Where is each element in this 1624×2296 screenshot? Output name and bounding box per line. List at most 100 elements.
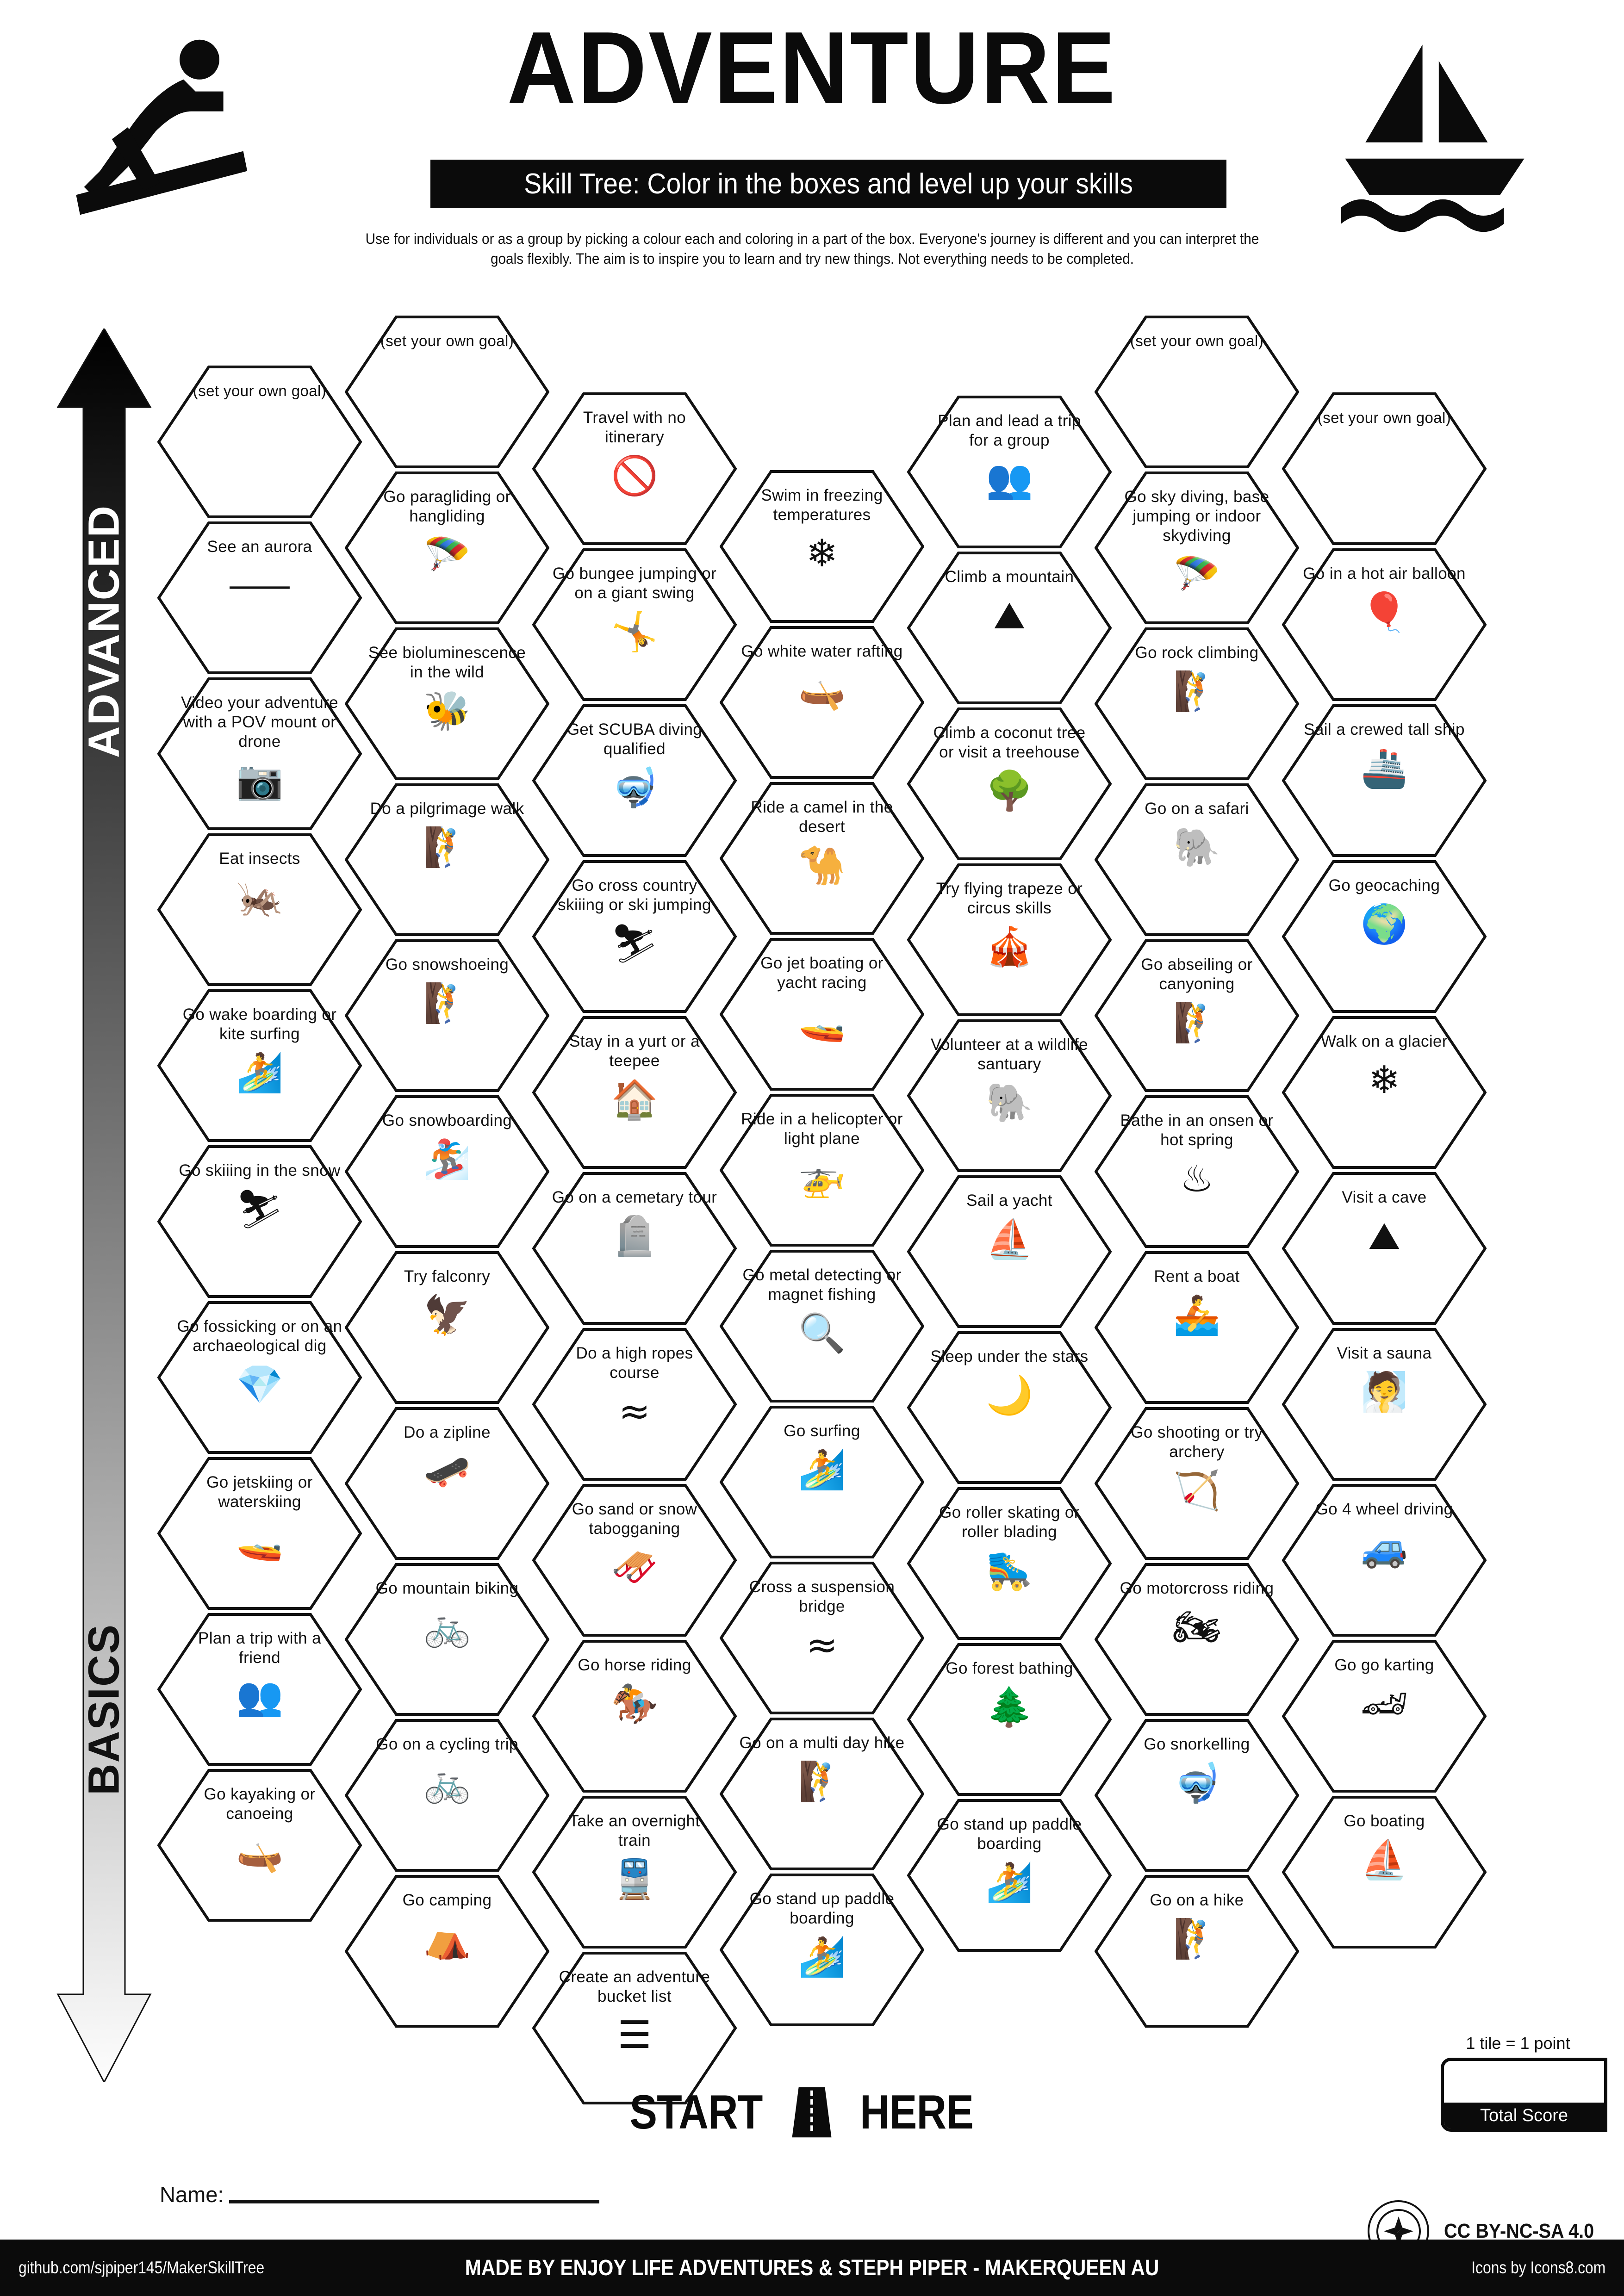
skill-tile[interactable]: Go go karting 🏎	[1282, 1640, 1487, 1793]
skill-tile[interactable]: Go bungee jumping or on a giant swing 🤸	[532, 548, 737, 701]
skill-tile[interactable]: (set your own goal)	[1282, 392, 1487, 545]
skill-tile[interactable]: Go on a safari 🐘	[1095, 783, 1299, 936]
skill-tile[interactable]: Go forest bathing 🌲	[907, 1643, 1112, 1796]
skill-tile[interactable]: Sleep under the stars 🌙	[907, 1331, 1112, 1484]
skill-tile[interactable]: Walk on a glacier ❄	[1282, 1016, 1487, 1169]
skill-tile-body: Ride a camel in the desert 🐪	[720, 782, 924, 935]
hexagon-outline	[345, 1563, 549, 1716]
skill-tile[interactable]: Go abseiling or canyoning 🧗	[1095, 939, 1299, 1092]
skill-tile[interactable]: Do a zipline 🛹	[345, 1407, 549, 1560]
skill-tile[interactable]: Ride a camel in the desert 🐪	[720, 782, 924, 935]
backpacker-icon: 🧗	[798, 1760, 846, 1804]
skill-tile[interactable]: Go white water rafting 🛶	[720, 626, 924, 779]
skill-tile[interactable]: Plan and lead a trip for a group 👥	[907, 396, 1112, 548]
skill-tile[interactable]: Go 4 wheel driving 🚙	[1282, 1484, 1487, 1637]
skill-tile[interactable]: Go cross country skiiing or ski jumping ⛷	[532, 860, 737, 1013]
skill-tile[interactable]: Go on a cycling trip 🚲	[345, 1719, 549, 1872]
skill-tile[interactable]: Go sand or snow tabogganing 🛷	[532, 1484, 737, 1637]
skill-tile[interactable]: Take an overnight train 🚆	[532, 1796, 737, 1948]
tent-icon: ⛺	[423, 1917, 471, 1961]
skill-tile[interactable]: (set your own goal)	[157, 366, 362, 518]
firefly-icon: 🐝	[423, 689, 471, 733]
skill-tile[interactable]: Go snowshoeing 🧗	[345, 939, 549, 1092]
skill-tile-label: Climb a coconut tree or visit a treehous…	[933, 724, 1086, 761]
skier-icon	[60, 28, 259, 227]
climber-icon: 🧗	[1173, 670, 1221, 714]
skill-tile-label: Go metal detecting or magnet fishing	[742, 1266, 902, 1303]
skill-tile[interactable]: Go rock climbing 🧗	[1095, 627, 1299, 780]
skill-tile-label: Ride in a helicopter or light plane	[741, 1110, 903, 1148]
skill-tile[interactable]: Video your adventure with a POV mount or…	[157, 677, 362, 830]
skill-tile[interactable]: Go in a hot air balloon 🎈	[1282, 548, 1487, 701]
skill-tile-label: Go on a safari	[1145, 800, 1249, 818]
skill-tile[interactable]: Bathe in an onsen or hot spring ♨	[1095, 1095, 1299, 1248]
skill-tile[interactable]: Sail a yacht ⛵	[907, 1175, 1112, 1328]
skill-tile[interactable]: Go surfing 🏄	[720, 1406, 924, 1558]
name-write-line[interactable]	[229, 2200, 600, 2203]
skill-tile[interactable]: Do a high ropes course ≈	[532, 1328, 737, 1481]
name-field[interactable]: Name:	[160, 2182, 600, 2207]
skill-tile[interactable]: Do a pilgrimage walk 🧗	[345, 783, 549, 936]
skill-tile-body: Go abseiling or canyoning 🧗	[1095, 939, 1299, 1092]
skill-tile[interactable]: Go stand up paddle boarding 🏄	[907, 1799, 1112, 1952]
skill-tile-label: Go motorcross riding	[1120, 1579, 1274, 1597]
skill-tile[interactable]: Go on a multi day hike 🧗	[720, 1718, 924, 1870]
skill-tile[interactable]: Rent a boat 🚣	[1095, 1251, 1299, 1404]
skill-tile[interactable]: Sail a crewed tall ship 🚢	[1282, 704, 1487, 857]
skill-tile[interactable]: Go roller skating or roller blading 🛼	[907, 1487, 1112, 1640]
skill-tile[interactable]: Go snowboarding 🏂	[345, 1095, 549, 1248]
skill-tile[interactable]: Go jetskiing or waterskiing 🚤	[157, 1457, 362, 1610]
skill-tile-body: Go motorcross riding 🏍	[1095, 1563, 1299, 1716]
skill-tile[interactable]: Go stand up paddle boarding 🏄	[720, 1874, 924, 2026]
footer-github-link[interactable]: github.com/sjpiper145/MakerSkillTree	[19, 2258, 265, 2277]
skill-tile[interactable]: Try flying trapeze or circus skills 🎪	[907, 863, 1112, 1016]
hexagon-outline	[1095, 1407, 1299, 1560]
skill-tile[interactable]: Go wake boarding or kite surfing 🏄	[157, 989, 362, 1142]
skill-tile[interactable]: (set your own goal)	[345, 316, 549, 468]
skill-tile[interactable]: Go on a cemetary tour 🪦	[532, 1172, 737, 1325]
skill-tile-body: Visit a sauna 🧖	[1282, 1328, 1487, 1481]
skill-tile[interactable]: Visit a cave ⛰	[1282, 1172, 1487, 1325]
hexagon-outline	[907, 1487, 1112, 1640]
skill-tile[interactable]: Go jet boating or yacht racing 🚤	[720, 938, 924, 1091]
skill-tile[interactable]: Plan a trip with a friend 👥	[157, 1613, 362, 1766]
skill-tile[interactable]: Climb a mountain ⛰	[907, 552, 1112, 704]
skill-tile[interactable]: Go on a hike 🧗	[1095, 1875, 1299, 2028]
skill-tile[interactable]: Ride in a helicopter or light plane 🚁	[720, 1094, 924, 1247]
skill-tile[interactable]: Go geocaching 🌍	[1282, 860, 1487, 1013]
skill-tile[interactable]: Go fossicking or on an archaeological di…	[157, 1301, 362, 1454]
skill-tile-label: Visit a cave	[1342, 1188, 1427, 1206]
skill-tile[interactable]: See an aurora ⸺	[157, 521, 362, 674]
skill-tile[interactable]: Create an adventure bucket list ☰	[532, 1952, 737, 2104]
skill-tile[interactable]: Go paragliding or hangliding 🪂	[345, 472, 549, 624]
boat-icon: 🚣	[1173, 1293, 1221, 1337]
snorkel-icon: 🤿	[1173, 1761, 1221, 1805]
skill-tile[interactable]: Go snorkelling 🤿	[1095, 1719, 1299, 1872]
skill-tile[interactable]: Go boating ⛵	[1282, 1796, 1487, 1948]
skill-tile[interactable]: Go metal detecting or magnet fishing 🔍	[720, 1250, 924, 1402]
skill-tile[interactable]: Eat insects 🦗	[157, 833, 362, 986]
skill-tile[interactable]: Go mountain biking 🚲	[345, 1563, 549, 1716]
skill-tile[interactable]: Volunteer at a wildlife santuary 🐘	[907, 1019, 1112, 1172]
skill-tile[interactable]: Swim in freezing temperatures ❄	[720, 470, 924, 623]
skill-tile[interactable]: Try falconry 🦅	[345, 1251, 549, 1404]
skill-tile[interactable]: Go horse riding 🏇	[532, 1640, 737, 1793]
skill-tile[interactable]: Go camping ⛺	[345, 1875, 549, 2028]
skill-tile-body: Take an overnight train 🚆	[532, 1796, 737, 1948]
skill-tile[interactable]: Go kayaking or canoeing 🛶	[157, 1769, 362, 1922]
skill-tile[interactable]: (set your own goal)	[1095, 316, 1299, 468]
skill-tile[interactable]: Go skiiing in the snow ⛷	[157, 1145, 362, 1298]
skill-tile[interactable]: See bioluminescence in the wild 🐝	[345, 627, 549, 780]
skill-tile[interactable]: Travel with no itinerary 🚫	[532, 392, 737, 545]
score-box[interactable]: Total Score	[1441, 2058, 1607, 2132]
skill-tile-label: (set your own goal)	[1130, 332, 1264, 349]
skill-tile[interactable]: Get SCUBA diving qualified 🤿	[532, 704, 737, 857]
skill-tile[interactable]: Go sky diving, base jumping or indoor sk…	[1095, 472, 1299, 624]
skill-tile[interactable]: Stay in a yurt or a teepee 🏠	[532, 1016, 737, 1169]
skill-tile[interactable]: Go motorcross riding 🏍	[1095, 1563, 1299, 1716]
hexagon-outline	[1282, 1328, 1487, 1481]
skill-tile[interactable]: Go shooting or try archery 🏹	[1095, 1407, 1299, 1560]
skill-tile[interactable]: Climb a coconut tree or visit a treehous…	[907, 707, 1112, 860]
skill-tile[interactable]: Visit a sauna 🧖	[1282, 1328, 1487, 1481]
skill-tile[interactable]: Cross a suspension bridge ≈	[720, 1562, 924, 1714]
